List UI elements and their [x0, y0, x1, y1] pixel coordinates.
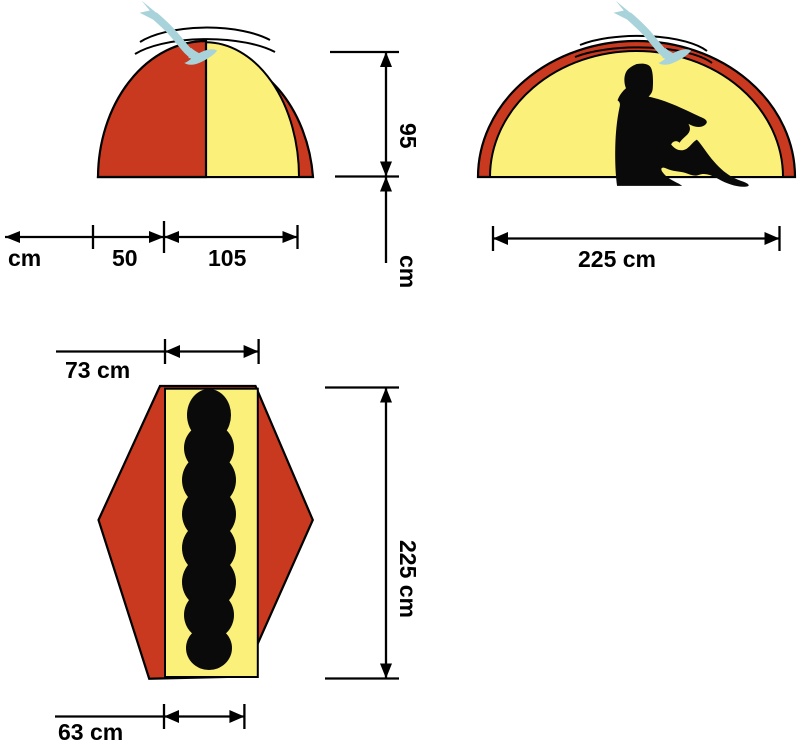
svg-text:cm: cm [8, 245, 41, 271]
svg-text:225 cm: 225 cm [395, 540, 421, 618]
svg-text:cm: cm [395, 255, 421, 288]
svg-text:225 cm: 225 cm [578, 246, 656, 272]
svg-text:105: 105 [208, 245, 247, 271]
svg-text:50: 50 [112, 245, 138, 271]
svg-text:95: 95 [395, 123, 421, 149]
svg-text:63 cm: 63 cm [58, 719, 123, 745]
svg-text:73 cm: 73 cm [65, 357, 130, 383]
